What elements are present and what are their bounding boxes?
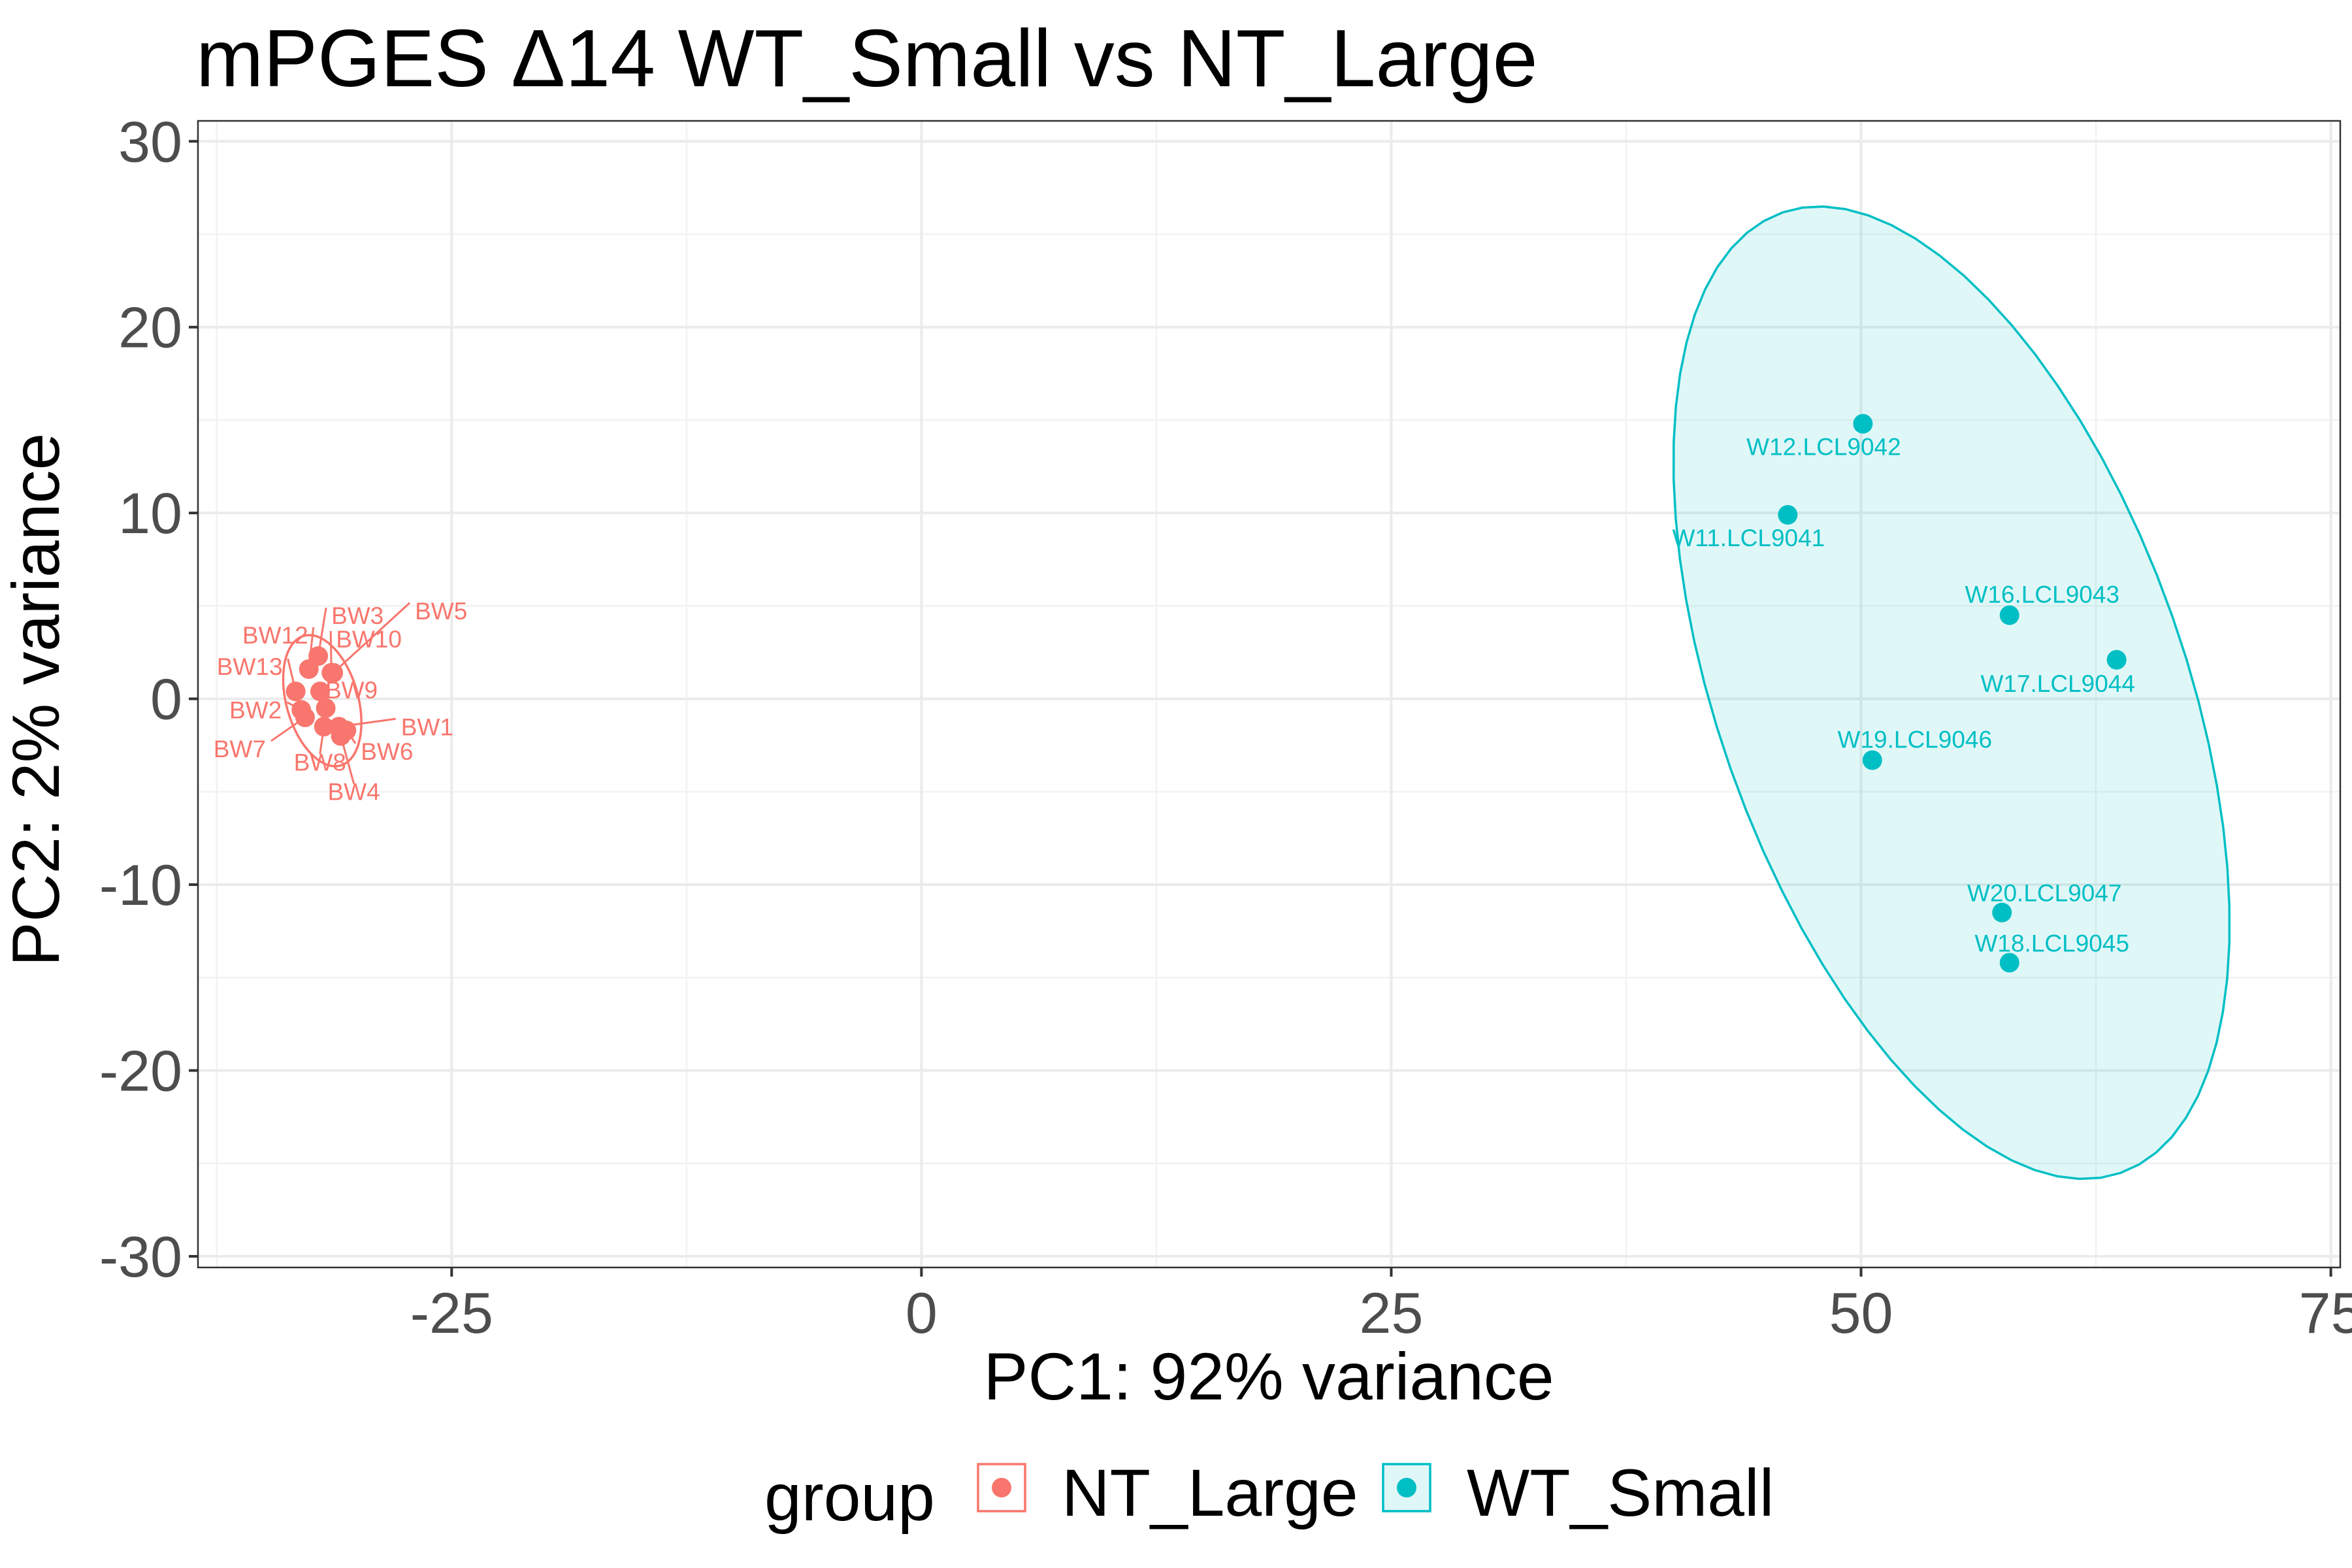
data-point-unlabeled bbox=[316, 698, 336, 718]
x-tick-label: 50 bbox=[1829, 1281, 1893, 1345]
x-tick-label: -25 bbox=[410, 1281, 493, 1345]
y-tick-label: 10 bbox=[118, 481, 182, 546]
label-connector bbox=[270, 716, 306, 742]
point-label-w19-lcl9046: W19.LCL9046 bbox=[1838, 726, 1993, 753]
point-label-w18-lcl9045: W18.LCL9045 bbox=[1974, 930, 2129, 957]
y-tick-label: -30 bbox=[99, 1224, 182, 1289]
point-label-bw6: BW6 bbox=[361, 738, 413, 765]
label-connector bbox=[286, 701, 302, 711]
x-axis-title: PC1: 92% variance bbox=[983, 1339, 1554, 1414]
data-point-bw9 bbox=[310, 681, 330, 702]
label-connector bbox=[317, 607, 327, 657]
point-label-bw1: BW1 bbox=[401, 713, 453, 740]
panel-border bbox=[197, 120, 2342, 1269]
label-connector bbox=[340, 736, 355, 784]
y-tick-label: 0 bbox=[150, 667, 182, 732]
point-label-bw2: BW2 bbox=[229, 697, 282, 724]
data-point-w12-lcl9042 bbox=[1853, 414, 1873, 434]
chart-title: mPGES Δ14 WT_Small vs NT_Large bbox=[196, 14, 1538, 104]
x-tick-label: 75 bbox=[2299, 1281, 2352, 1345]
legend-key-nt-large bbox=[977, 1463, 1026, 1512]
data-point-w19-lcl9046 bbox=[1862, 750, 1882, 770]
label-connector bbox=[338, 717, 396, 728]
legend-title: group bbox=[764, 1460, 935, 1535]
data-point-w18-lcl9045 bbox=[1999, 953, 2019, 973]
point-label-bw9: BW9 bbox=[325, 677, 378, 704]
legend: group NT_Large WT_Small bbox=[764, 1456, 1774, 1535]
confidence-ellipse-nt-large bbox=[282, 634, 363, 768]
y-tick-label: -10 bbox=[99, 853, 182, 917]
x-tick-label: 0 bbox=[906, 1281, 938, 1345]
point-label-bw3: BW3 bbox=[331, 602, 384, 629]
data-point-w20-lcl9047 bbox=[1992, 902, 2012, 923]
point-label-bw12: BW12 bbox=[242, 622, 308, 649]
point-label-w17-lcl9044: W17.LCL9044 bbox=[1980, 670, 2135, 697]
point-label-bw5: BW5 bbox=[415, 598, 467, 625]
confidence-ellipse-wt-small bbox=[1672, 205, 2231, 1181]
point-label-bw10: BW10 bbox=[336, 626, 402, 653]
point-label-w12-lcl9042: W12.LCL9042 bbox=[1746, 434, 1901, 461]
point-label-bw8: BW8 bbox=[294, 749, 346, 776]
point-label-w20-lcl9047: W20.LCL9047 bbox=[1967, 880, 2122, 907]
legend-label-nt-large: NT_Large bbox=[1062, 1456, 1358, 1530]
label-connector bbox=[346, 730, 357, 744]
legend-label-wt-small: WT_Small bbox=[1467, 1456, 1774, 1530]
point-label-w11-lcl9041: W11.LCL9041 bbox=[1672, 525, 1825, 551]
point-label-w16-lcl9043: W16.LCL9043 bbox=[1965, 581, 2119, 608]
point-label-bw7: BW7 bbox=[214, 736, 266, 762]
legend-key-point bbox=[992, 1478, 1011, 1497]
label-connector bbox=[319, 727, 325, 755]
data-point-w17-lcl9044 bbox=[2106, 649, 2127, 670]
y-tick-label: 20 bbox=[118, 295, 182, 360]
label-connector bbox=[333, 602, 411, 674]
legend-key-point bbox=[1397, 1478, 1416, 1497]
y-tick-label: -20 bbox=[99, 1038, 182, 1103]
data-point-w16-lcl9043 bbox=[1999, 605, 2019, 625]
data-point-w11-lcl9041 bbox=[1778, 505, 1798, 525]
point-label-bw13: BW13 bbox=[217, 653, 283, 680]
label-connector bbox=[287, 658, 297, 692]
point-label-bw4: BW4 bbox=[328, 778, 380, 805]
plot-area: BW1 BW2 BW3 BW4 BW5 BW6 BW7 BW8 BW9 BW10 BW12 BW13 W… bbox=[99, 109, 2352, 1345]
y-tick-label: 30 bbox=[118, 109, 182, 174]
x-tick-label: 25 bbox=[1360, 1281, 1424, 1345]
label-connector bbox=[308, 627, 315, 670]
y-axis-title: PC2: 2% variance bbox=[0, 433, 73, 966]
